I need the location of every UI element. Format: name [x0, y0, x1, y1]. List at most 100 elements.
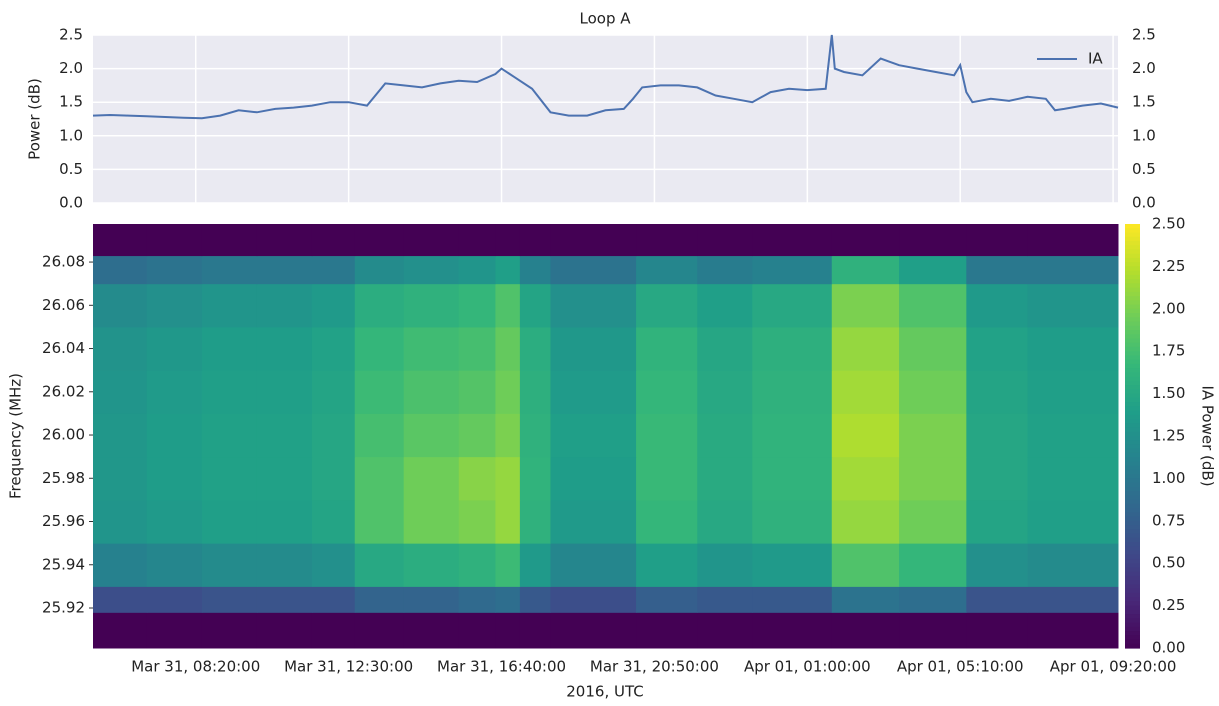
x-tick-label: Mar 31, 16:40:00: [437, 658, 566, 676]
x-tick-label: Mar 31, 12:30:00: [284, 658, 413, 676]
heatmap-cell: [697, 370, 753, 414]
colorbar-segment: [1125, 346, 1140, 352]
heatmap-cell: [636, 413, 698, 458]
y-tick-label: 26.02: [42, 382, 85, 400]
heatmap-cell: [93, 370, 148, 414]
heatmap-cell: [256, 543, 313, 587]
heatmap-cell: [458, 326, 496, 371]
colorbar-segment: [1125, 406, 1140, 412]
heatmap-cell: [519, 612, 551, 649]
heatmap-cell: [966, 413, 1028, 458]
heatmap-cell: [831, 283, 900, 328]
colorbar-segment: [1125, 469, 1140, 475]
heatmap-cell: [93, 326, 148, 371]
y-tick-label: 0.0: [59, 194, 83, 212]
colorbar-segment: [1125, 508, 1140, 513]
colorbar-tick-label: 2.00: [1152, 299, 1185, 317]
heatmap-cell: [1027, 224, 1119, 257]
heatmap-cell: [1027, 283, 1119, 328]
colorbar-segment: [1125, 436, 1140, 441]
x-tick-label: Mar 31, 20:50:00: [590, 658, 719, 676]
heatmap-cell: [1027, 543, 1119, 587]
heatmap-cell: [403, 326, 460, 371]
colorbar-segment: [1125, 529, 1140, 535]
heatmap-cell: [495, 224, 521, 257]
heatmap-cell: [403, 370, 460, 414]
heatmap-cell: [495, 499, 521, 544]
heatmap-cell: [899, 586, 967, 613]
colorbar-segment: [1125, 461, 1140, 467]
heatmap-cell: [752, 370, 833, 414]
colorbar-segment: [1125, 580, 1140, 585]
y-tick-label: 0.5: [59, 160, 83, 178]
heatmap-cell: [519, 283, 551, 328]
heatmap-cell: [146, 586, 203, 613]
heatmap-cell: [146, 326, 203, 371]
colorbar-tick-label: 1.50: [1152, 384, 1185, 402]
heatmap-cell: [966, 499, 1028, 544]
colorbar-segment: [1125, 376, 1140, 382]
colorbar-segment: [1125, 592, 1140, 598]
colorbar-segment: [1125, 249, 1140, 255]
heatmap-cell: [831, 326, 900, 371]
heatmap-cell: [899, 255, 967, 285]
heatmap-cell: [93, 224, 148, 257]
heatmap-cell: [146, 413, 203, 458]
y-tick-label: 26.08: [42, 253, 85, 271]
heatmap-cell: [256, 326, 313, 371]
heatmap-cell: [899, 499, 967, 544]
heatmap-cell: [752, 413, 833, 458]
heatmap-cell: [752, 283, 833, 328]
colorbar-segment: [1125, 330, 1140, 335]
colorbar-segment: [1125, 452, 1140, 458]
colorbar-segment: [1125, 512, 1140, 518]
colorbar-label: IA Power (dB): [1199, 385, 1217, 486]
colorbar-segment: [1125, 232, 1140, 238]
heatmap-cell: [966, 224, 1028, 257]
colorbar-segment: [1125, 338, 1140, 344]
heatmap-cell: [899, 326, 967, 371]
heatmap-cell: [697, 612, 753, 649]
heatmap-cell: [403, 456, 460, 501]
heatmap-cell: [403, 283, 460, 328]
heatmap-cell: [93, 456, 148, 501]
heatmap-cell: [636, 224, 698, 257]
heatmap-cell: [831, 224, 900, 257]
colorbar-segment: [1125, 393, 1140, 399]
colorbar-segment: [1125, 313, 1140, 318]
heatmap-cell: [831, 612, 900, 649]
heatmap-cell: [495, 326, 521, 371]
heatmap-cell: [201, 586, 258, 613]
heatmap-cell: [899, 283, 967, 328]
heatmap-cell: [1027, 370, 1119, 414]
colorbar-segment: [1125, 363, 1140, 369]
heatmap-cell: [146, 543, 203, 587]
heatmap-cell: [256, 224, 313, 257]
heatmap-cell: [519, 413, 551, 458]
colorbar-tick-label: 0.50: [1152, 554, 1185, 572]
colorbar-segment: [1125, 257, 1140, 263]
heatmap-cell: [519, 326, 551, 371]
x-tick-label: Apr 01, 01:00:00: [744, 658, 871, 676]
heatmap-cell: [636, 370, 698, 414]
heatmap-cell: [831, 370, 900, 414]
colorbar-tick-label: 2.25: [1152, 257, 1185, 275]
colorbar-segment: [1125, 440, 1140, 446]
colorbar-segment: [1125, 639, 1140, 645]
colorbar-segment: [1125, 253, 1140, 259]
heatmap-cell: [354, 413, 405, 458]
heatmap-cell: [550, 543, 637, 587]
colorbar-segment: [1125, 622, 1140, 628]
heatmap-cell: [966, 612, 1028, 649]
heatmap-cell: [201, 255, 258, 285]
heatmap-cell: [966, 326, 1028, 371]
colorbar-segment: [1125, 270, 1140, 276]
series-line: [92, 34, 1119, 120]
heatmap-cell: [403, 255, 460, 285]
colorbar-segment: [1125, 465, 1140, 471]
heatmap-cell: [1027, 586, 1119, 613]
heatmap-cell: [697, 586, 753, 613]
heatmap-cell: [966, 543, 1028, 587]
y-tick-label: 25.92: [42, 599, 85, 617]
heatmap-cell: [831, 586, 900, 613]
